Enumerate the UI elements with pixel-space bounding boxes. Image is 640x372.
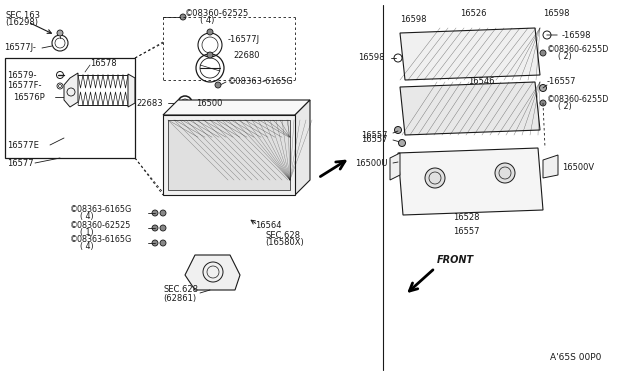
Text: 16500U: 16500U	[355, 158, 388, 167]
Polygon shape	[163, 100, 310, 115]
Polygon shape	[128, 74, 135, 107]
Polygon shape	[64, 73, 78, 107]
Text: ©08363-6165G: ©08363-6165G	[70, 235, 132, 244]
Text: ( 4): ( 4)	[80, 212, 93, 221]
Circle shape	[160, 240, 166, 246]
Text: (16580X): (16580X)	[265, 237, 304, 247]
Circle shape	[180, 14, 186, 20]
Text: 16557: 16557	[362, 135, 388, 144]
Circle shape	[399, 140, 406, 147]
Text: (62861): (62861)	[163, 294, 196, 302]
Circle shape	[57, 30, 63, 36]
Circle shape	[540, 50, 546, 56]
Text: SEC.628: SEC.628	[163, 285, 198, 295]
Circle shape	[394, 126, 401, 134]
Text: 16500: 16500	[196, 99, 222, 108]
Text: 16577J-: 16577J-	[4, 44, 36, 52]
Circle shape	[152, 225, 158, 231]
Text: (16298): (16298)	[5, 19, 38, 28]
Polygon shape	[400, 28, 540, 80]
Text: ©08360-6255D: ©08360-6255D	[547, 96, 609, 105]
Text: 16579-: 16579-	[7, 71, 36, 80]
Circle shape	[160, 210, 166, 216]
Text: ©08363-6165G: ©08363-6165G	[228, 77, 294, 87]
Circle shape	[152, 210, 158, 216]
Text: 16598: 16598	[400, 16, 426, 25]
Polygon shape	[163, 115, 295, 195]
Text: 16598: 16598	[543, 9, 570, 17]
Polygon shape	[295, 100, 310, 195]
Text: 16578: 16578	[90, 58, 116, 67]
Text: ©08360-6255D: ©08360-6255D	[547, 45, 609, 55]
Text: 16557: 16557	[453, 228, 479, 237]
Polygon shape	[168, 120, 290, 190]
Bar	[5, 58, 135, 158]
Text: 16598: 16598	[358, 54, 385, 62]
Circle shape	[540, 100, 546, 106]
Circle shape	[152, 240, 158, 246]
Circle shape	[540, 84, 547, 92]
Text: ( 2): ( 2)	[558, 103, 572, 112]
Text: 16577: 16577	[7, 158, 34, 167]
Text: 16557: 16557	[362, 131, 388, 140]
Text: ( 4): ( 4)	[200, 16, 214, 25]
Circle shape	[207, 52, 213, 58]
Text: ©08363-6165G: ©08363-6165G	[70, 205, 132, 215]
Text: 16546: 16546	[468, 77, 495, 87]
Polygon shape	[400, 82, 540, 135]
Polygon shape	[543, 155, 558, 178]
Circle shape	[495, 163, 515, 183]
Circle shape	[425, 168, 445, 188]
Text: 16500V: 16500V	[562, 164, 594, 173]
Circle shape	[207, 29, 213, 35]
Text: 16576P: 16576P	[13, 93, 45, 102]
Text: -16557: -16557	[547, 77, 577, 87]
Text: 16528: 16528	[453, 214, 479, 222]
Circle shape	[215, 82, 221, 88]
Text: 16526: 16526	[460, 9, 486, 17]
Text: ©08360-62525: ©08360-62525	[185, 9, 249, 17]
Text: ©08360-62525: ©08360-62525	[70, 221, 131, 230]
Text: ( 4): ( 4)	[80, 243, 93, 251]
Text: 16564: 16564	[255, 221, 282, 230]
Text: 22680: 22680	[233, 51, 259, 60]
Circle shape	[160, 225, 166, 231]
Text: A'65S 00P0: A'65S 00P0	[550, 353, 602, 362]
Text: ( 2): ( 2)	[558, 52, 572, 61]
Text: 16577E: 16577E	[7, 141, 39, 150]
Polygon shape	[390, 153, 400, 180]
Polygon shape	[398, 148, 543, 215]
Polygon shape	[185, 255, 240, 290]
Text: SEC.163: SEC.163	[5, 12, 40, 20]
Text: FRONT: FRONT	[437, 255, 474, 265]
Text: -16577J: -16577J	[228, 35, 260, 45]
Text: 16577F-: 16577F-	[7, 81, 42, 90]
Text: -16598: -16598	[562, 31, 591, 39]
Text: 22683: 22683	[136, 99, 163, 108]
Text: ( 1): ( 1)	[80, 228, 93, 237]
Text: SEC.628: SEC.628	[265, 231, 300, 240]
